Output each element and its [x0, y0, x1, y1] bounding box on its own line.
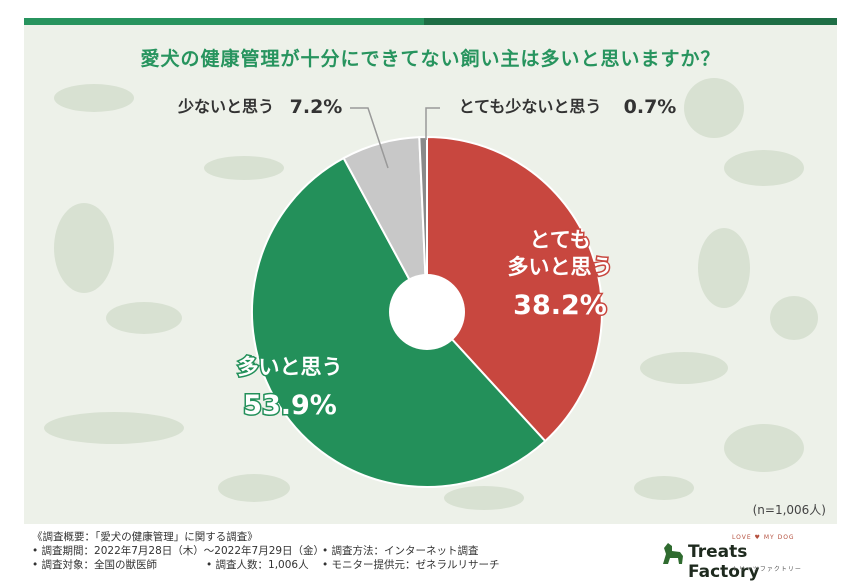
slice-leader-line-3: [425, 107, 440, 140]
footer-heading: 《調査概要：「愛犬の健康管理」に関する調査》: [32, 531, 258, 543]
logo-subname: トリーツファクトリー: [732, 566, 802, 573]
slice-value-1: 53.9%: [243, 390, 337, 421]
footer-provider: • モニター提供元：ゼネラルリサーチ: [322, 559, 500, 571]
dog-silhouette-background: [44, 78, 818, 510]
slice-label-0-line-1: 多いと思う: [508, 255, 613, 279]
top-accent-bar: [24, 18, 837, 25]
logo-name: Treats Factory: [688, 542, 760, 582]
pie-slice-3: [418, 135, 428, 313]
footer-target: • 調査対象：全国の獣医師: [32, 559, 158, 571]
pie-slice-0: [426, 135, 603, 443]
slice-leader-line-2: [350, 107, 389, 169]
slice-value-3: 0.7%: [624, 96, 677, 118]
slice-label-2: 少ないと思う: [177, 97, 274, 116]
survey-footer: 《調査概要：「愛犬の健康管理」に関する調査》 • 調査期間：2022年7月28日…: [32, 530, 500, 572]
slice-label-1-line-0: 多いと思う: [238, 355, 343, 379]
dog-logo-icon: [663, 543, 683, 564]
treats-factory-logo: LOVE ♥ MY DOG Treats Factory トリーツファクトリー: [660, 534, 820, 582]
slice-value-2: 7.2%: [290, 96, 343, 118]
slice-label-3: とても少ないと思う: [459, 97, 602, 116]
footer-period: • 調査期間：2022年7月28日（木）～2022年7月29日（金）: [32, 545, 325, 557]
top-accent-bar-dark: [424, 18, 837, 25]
slice-label-0-line-0: とても: [529, 228, 590, 252]
footer-count: • 調査人数：1,006人: [206, 559, 309, 571]
slice-value-0: 38.2%: [513, 290, 607, 321]
chart-title: 愛犬の健康管理が十分にできてない飼い主は多いと思いますか？: [140, 48, 721, 70]
pie-center-hole: [389, 274, 465, 350]
sample-size-note: (n=1,006人): [752, 503, 826, 517]
logo-tagline: LOVE ♥ MY DOG: [732, 534, 795, 541]
footer-method: • 調査方法：インターネット調査: [322, 545, 479, 557]
